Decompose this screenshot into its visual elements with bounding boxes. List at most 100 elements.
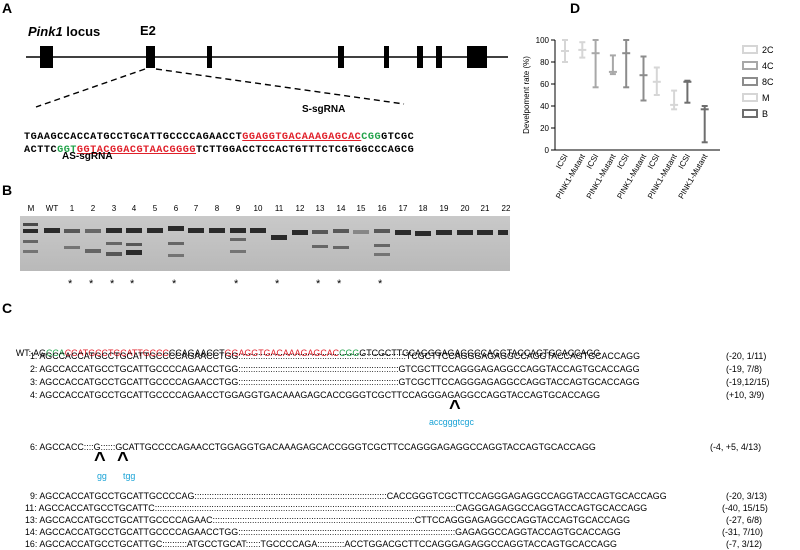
allele-note-2: (-19, 7/8) [726, 364, 763, 374]
insertion-seq-6a: gg [97, 471, 107, 481]
allele-label: 2: [30, 364, 38, 374]
gene-name: Pink1 [28, 24, 63, 39]
allele-label: 3: [30, 377, 38, 387]
lane-label-17: 17 [398, 204, 408, 213]
panel-c-letter: C [2, 300, 13, 316]
pink1-locus-label: Pink1 locus [28, 24, 100, 39]
bottom-strand-guide: GGTACGGACGTAACGGGG [76, 145, 196, 156]
allele-row-13: 13: AGCCACCATGCCTGCATTGCCCCAGAAC::::::::… [25, 515, 630, 525]
gene-locus-diagram [26, 46, 508, 108]
lane-label-12: 12 [295, 204, 305, 213]
lane-label-9: 9 [235, 204, 241, 213]
x-category-label: ICSI [585, 153, 601, 171]
allele-row-2: 2: AGCCACCATGCCTGCATTGCCCCAGAACCTGG:::::… [30, 364, 639, 374]
allele-sequence: AGCCACCATGCCTGCATTGC::::::::::ATGCCTGCAT… [39, 539, 617, 549]
lane-label-3: 3 [111, 204, 117, 213]
lane-label-8: 8 [214, 204, 220, 213]
lane-label-21: 21 [480, 204, 490, 213]
wt-seq-1: AG [33, 348, 46, 358]
allele-label: 1: [30, 351, 38, 361]
star-lane-11: * [275, 278, 280, 290]
wt-seq-5: GGAGGTGACAAAGAGCAC [224, 348, 340, 358]
lane-label-11: 11 [274, 204, 284, 213]
y-axis-label: Develpoment rate (%) [522, 56, 531, 134]
legend-label: 4C [762, 61, 774, 71]
bottom-strand-pam: GGT [57, 145, 77, 156]
top-strand-guide: GGAGGTGACAAAGAGCAC [242, 132, 362, 143]
allele-row-6: 6: AGCCACC::::G::::::GCATTGCCCCAGAACCTGG… [30, 442, 596, 452]
star-lane-3: * [110, 278, 115, 290]
locus-word: locus [62, 24, 101, 39]
wt-seq-6: CGG [339, 348, 360, 358]
as-sgrna-label: AS-sgRNA [62, 151, 113, 162]
lane-label-m: M [27, 204, 35, 213]
allele-label: 11: [25, 503, 37, 513]
allele-note-9: (-20, 3/13) [726, 491, 767, 501]
lane-label-1: 1 [69, 204, 75, 213]
x-category-label: ICSI [646, 153, 662, 171]
top-strand-3prime: GTCGC [381, 132, 415, 143]
lane-label-4: 4 [131, 204, 137, 213]
wt-seq-4: CCAGAACCT [168, 348, 225, 358]
exon-1 [40, 46, 53, 68]
allele-row-4: 4: AGCCACCATGCCTGCATTGCCCCAGAACCTGGAGGTG… [30, 390, 600, 400]
allele-note-11: (-40, 15/15) [722, 503, 768, 513]
allele-note-4: (+10, 3/9) [726, 390, 765, 400]
gel-lane-labels: M WT 1 2 3 4 5 6 7 8 9 10 11 12 13 14 15… [20, 204, 511, 216]
y-tick-label: 20 [540, 124, 549, 133]
allele-note-13: (-27, 6/8) [726, 515, 763, 525]
lane-label-5: 5 [152, 204, 158, 213]
allele-sequence: AGCCACCATGCCTGCATTGCCCCAGAACCTGGAGGTGACA… [39, 390, 601, 400]
star-lane-4: * [130, 278, 135, 290]
allele-sequence: AGCCACCATGCCTGCATTC:::::::::::::::::::::… [38, 503, 648, 513]
insertion-seq-4: accgggtcgc [429, 417, 474, 427]
legend-swatch [742, 61, 758, 70]
lane-label-18: 18 [418, 204, 428, 213]
allele-note-3: (-19,12/15) [726, 377, 770, 387]
legend-swatch [742, 45, 758, 54]
top-strand-5prime: TGAAGCCACCATGCCTGCATTGCCCCAGAACCT [24, 132, 243, 143]
allele-label: 14: [25, 527, 38, 537]
lane-label-7: 7 [193, 204, 199, 213]
x-category-label: ICSI [677, 153, 693, 171]
exon-5 [384, 46, 389, 68]
bottom-strand-3prime: ACTTC [24, 145, 58, 156]
legend-label: 2C [762, 45, 774, 55]
allele-sequence: AGCCACCATGCCTGCATTGCCCCAGAACCTGG::::::::… [39, 377, 640, 387]
lane-label-20: 20 [460, 204, 470, 213]
panel-b-letter: B [2, 182, 13, 198]
allele-row-16: 16: AGCCACCATGCCTGCATTGC::::::::::ATGCCT… [25, 539, 617, 549]
y-tick-label: 80 [540, 58, 549, 67]
exon-6 [417, 46, 423, 68]
bottom-strand-5prime: TCTTGGACCTCCACTGTTTCTCGTGGCCCAGCG [195, 145, 415, 156]
lane-label-2: 2 [90, 204, 96, 213]
allele-row-9: 9: AGCCACCATGCCTGCATTGCCCCAG::::::::::::… [30, 491, 667, 501]
wt-seq-2: CCA [45, 348, 65, 358]
allele-label: 13: [25, 515, 38, 525]
star-lane-16: * [378, 278, 383, 290]
allele-label: 16: [25, 539, 38, 549]
exon-7 [436, 46, 442, 68]
lane-label-19: 19 [439, 204, 449, 213]
y-tick-label: 100 [536, 36, 550, 45]
allele-label: 9: [30, 491, 38, 501]
star-lane-2: * [89, 278, 94, 290]
legend-label: 8C [762, 77, 774, 87]
allele-row-14: 14: AGCCACCATGCCTGCATTGCCCCAGAACCTGG::::… [25, 527, 621, 537]
insertion-caret-6b: ^ [117, 449, 129, 471]
allele-note-6: (-4, +5, 4/13) [710, 442, 762, 452]
lane-label-6: 6 [173, 204, 179, 213]
wt-seq-3: CCATGCCTGCATTGCCC [64, 348, 169, 358]
gel-star-row: * * * * * * * * * * [20, 278, 510, 292]
insertion-seq-6b: tgg [123, 471, 136, 481]
allele-sequence: AGCCACCATGCCTGCATTGCCCCAG:::::::::::::::… [39, 491, 667, 501]
star-lane-9: * [234, 278, 239, 290]
lane-label-14: 14 [336, 204, 346, 213]
allele-note-16: (-7, 3/12) [726, 539, 763, 549]
y-tick-label: 0 [545, 146, 550, 155]
allele-sequence: AGCCACC::::G::::::GCATTGCCCCAGAACCTGGAGG… [39, 442, 596, 452]
lane-label-13: 13 [315, 204, 325, 213]
x-category-label: ICSI [615, 153, 631, 171]
star-lane-1: * [68, 278, 73, 290]
